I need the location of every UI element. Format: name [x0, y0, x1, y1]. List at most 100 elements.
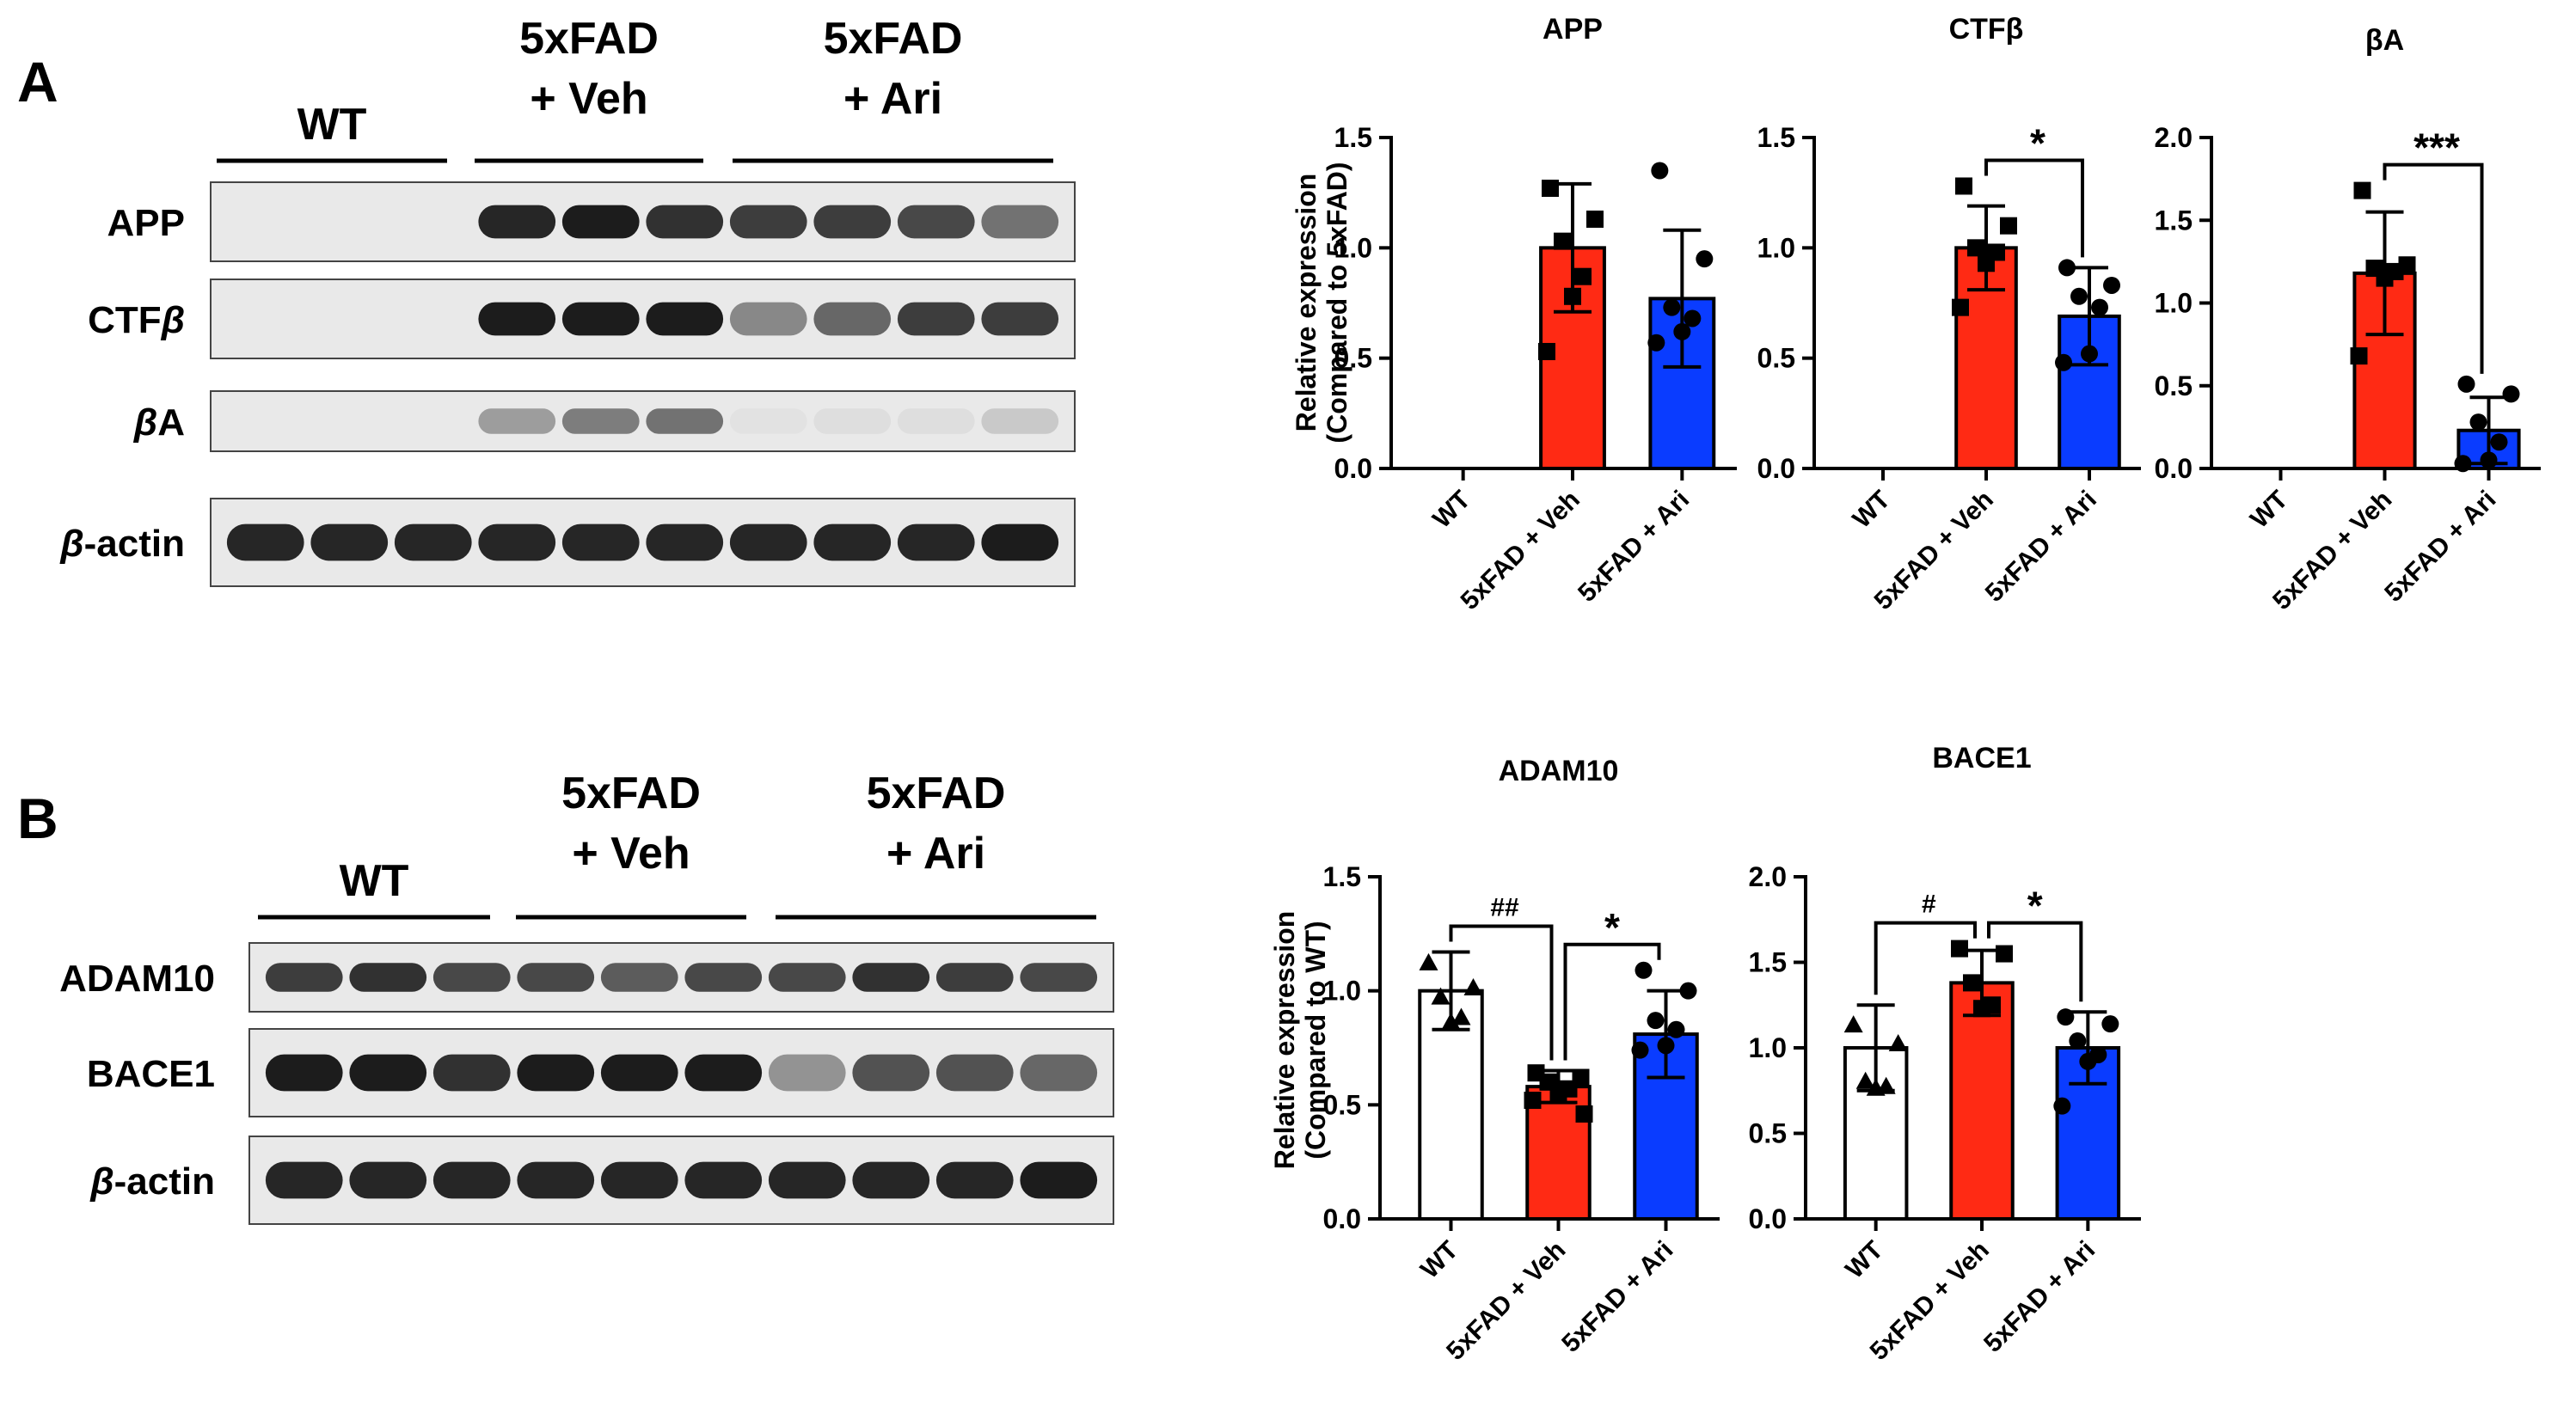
blot-band — [1020, 1054, 1098, 1092]
group-label: 5xFAD — [519, 14, 659, 64]
data-point-circle — [1667, 1020, 1685, 1038]
blot-band — [1020, 1161, 1098, 1199]
data-point-square — [2353, 181, 2371, 199]
blot-band — [684, 1161, 763, 1199]
blot-band — [897, 205, 975, 239]
panel-letter-a: A — [17, 50, 58, 113]
significance-label: * — [2030, 120, 2045, 165]
y-tick-label: 1.5 — [1334, 122, 1372, 153]
blot-band — [730, 408, 807, 433]
data-point-circle — [2480, 451, 2498, 469]
x-tick-label: WT — [1415, 1236, 1463, 1284]
data-point-circle — [2079, 1052, 2097, 1070]
chart-title: CTFβ — [1949, 13, 2024, 46]
data-point-circle — [2490, 433, 2508, 451]
data-point-square — [1973, 1000, 1990, 1018]
blot-band — [768, 963, 846, 992]
data-point-square — [2350, 347, 2368, 365]
chart-adam10: ADAM10 Relative expression (Compared to WT… — [1269, 755, 1720, 1366]
x-tick-label: WT — [1427, 486, 1475, 534]
data-point-square — [1564, 287, 1581, 305]
blot-row-label-text: -actin — [84, 523, 185, 565]
data-point-circle — [1663, 298, 1681, 316]
x-tick-label: 5xFAD + Ari — [1978, 1236, 2101, 1358]
blot-band — [310, 523, 389, 561]
data-point-square — [1575, 1105, 1593, 1123]
group-label: + Ari — [843, 74, 942, 124]
data-point-triangle — [1843, 1015, 1863, 1033]
blot-band — [852, 1161, 930, 1199]
data-point-square — [1542, 180, 1559, 198]
blot-band — [561, 302, 640, 336]
blot-row-label-ctf: CTFβ — [88, 299, 185, 341]
data-point-circle — [1679, 982, 1697, 1000]
y-tick-label: 1.0 — [1334, 232, 1372, 263]
blot-band — [852, 1054, 930, 1092]
blot-band — [813, 523, 892, 561]
blot-band — [646, 302, 724, 336]
bar-5xfad-veh — [1949, 981, 2015, 1221]
blot-row-label-text: APP — [107, 202, 185, 244]
data-point-circle — [2058, 259, 2076, 277]
blot-band — [935, 1054, 1014, 1092]
blot-band — [1020, 963, 1098, 992]
blot-band — [852, 963, 930, 992]
blot-row-label-text: -actin — [114, 1160, 215, 1203]
blot-band — [646, 523, 724, 561]
data-point-square — [1554, 232, 1571, 250]
y-tick-label: 1.5 — [2155, 205, 2193, 236]
chart-title: βA — [2365, 24, 2404, 57]
significance-bracket — [2383, 162, 2484, 374]
y-tick-label: 0.5 — [1757, 343, 1795, 374]
data-point-square — [2376, 269, 2394, 287]
blot-band — [684, 963, 763, 992]
x-tick-label: WT — [1848, 486, 1896, 534]
blot-band — [768, 1054, 846, 1092]
chart-title: BACE1 — [1932, 742, 2031, 774]
blot-band — [349, 1054, 427, 1092]
y-tick-label: 0.5 — [1323, 1089, 1361, 1120]
blot-band — [897, 523, 975, 561]
blot-band — [478, 302, 556, 336]
blot-band — [394, 523, 472, 561]
blot-row-label-text: BACE1 — [87, 1053, 215, 1095]
data-point-triangle — [1866, 1078, 1886, 1096]
data-point-circle — [1657, 1037, 1675, 1055]
blot-band — [684, 1054, 763, 1092]
y-tick-label: 0.0 — [2155, 453, 2193, 484]
blot-row-label-text: CTF — [88, 299, 162, 341]
x-tick-label: WT — [1840, 1236, 1888, 1284]
blot-band — [517, 1054, 595, 1092]
blot-band — [729, 302, 807, 336]
y-tick-label: 1.0 — [2155, 288, 2193, 319]
blot-band — [226, 523, 304, 561]
blot-band — [897, 408, 975, 434]
y-tick-label: 0.0 — [1757, 453, 1795, 484]
blot-band — [981, 523, 1059, 561]
blot-band — [600, 1054, 678, 1092]
blot-band — [478, 205, 556, 239]
y-tick-label: 1.0 — [1749, 1032, 1787, 1063]
significance-bracket — [1874, 921, 1977, 995]
data-point-circle — [2053, 1097, 2071, 1115]
x-tick-label: 5xFAD + Ari — [1573, 486, 1695, 608]
blot-row-label-a: βA — [133, 401, 185, 444]
x-tick-label: 5xFAD + Ari — [1980, 486, 2102, 608]
blot-band — [432, 1161, 511, 1199]
western-blot-b: WT 5xFAD + Veh 5xFAD + Ari ADAM10 BACE1 β-actin — [59, 768, 1114, 1225]
group-label: WT — [340, 856, 409, 906]
y-tick-label: 1.0 — [1757, 232, 1795, 263]
data-point-circle — [2091, 298, 2108, 316]
blot-band — [600, 1161, 678, 1199]
data-point-square — [1967, 239, 1984, 257]
x-tick-label: WT — [2245, 486, 2293, 534]
data-point-triangle — [1451, 1007, 1471, 1025]
group-label: + Ari — [886, 829, 985, 878]
data-point-circle — [2454, 455, 2472, 473]
blot-band — [349, 1161, 427, 1199]
data-point-circle — [1651, 162, 1669, 180]
data-point-circle — [2055, 353, 2072, 371]
